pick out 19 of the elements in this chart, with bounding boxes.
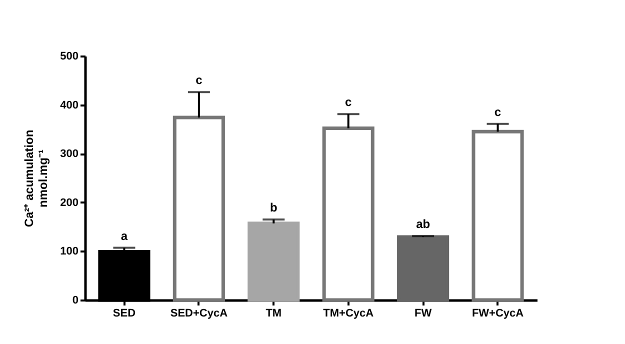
y-axis-title: Ca²⁺ acumulation nmol.mg⁻¹ [22, 130, 50, 228]
annotation: c [494, 104, 502, 119]
y-tick-label: 400 [60, 99, 78, 112]
x-tick-label: SED+CycA [170, 308, 228, 320]
x-tick-label: TM+CycA [323, 308, 374, 320]
y-tick-label: 0 [72, 294, 78, 306]
y-tick-label: 500 [60, 50, 78, 62]
y-tick-label: 200 [60, 196, 78, 209]
annotation: a [120, 228, 128, 243]
y-tick-label: 300 [60, 148, 78, 160]
x-tick-label: FW+CycA [472, 308, 524, 320]
y-tick-label: 100 [60, 246, 78, 258]
annotation: ab [416, 217, 430, 232]
annotation: c [196, 73, 203, 88]
x-tick-label: TM [266, 308, 282, 320]
annotation: b [270, 200, 278, 214]
annotation: c [345, 95, 352, 110]
x-tick-label: FW [414, 308, 432, 320]
x-tick-label: SED [112, 308, 136, 320]
